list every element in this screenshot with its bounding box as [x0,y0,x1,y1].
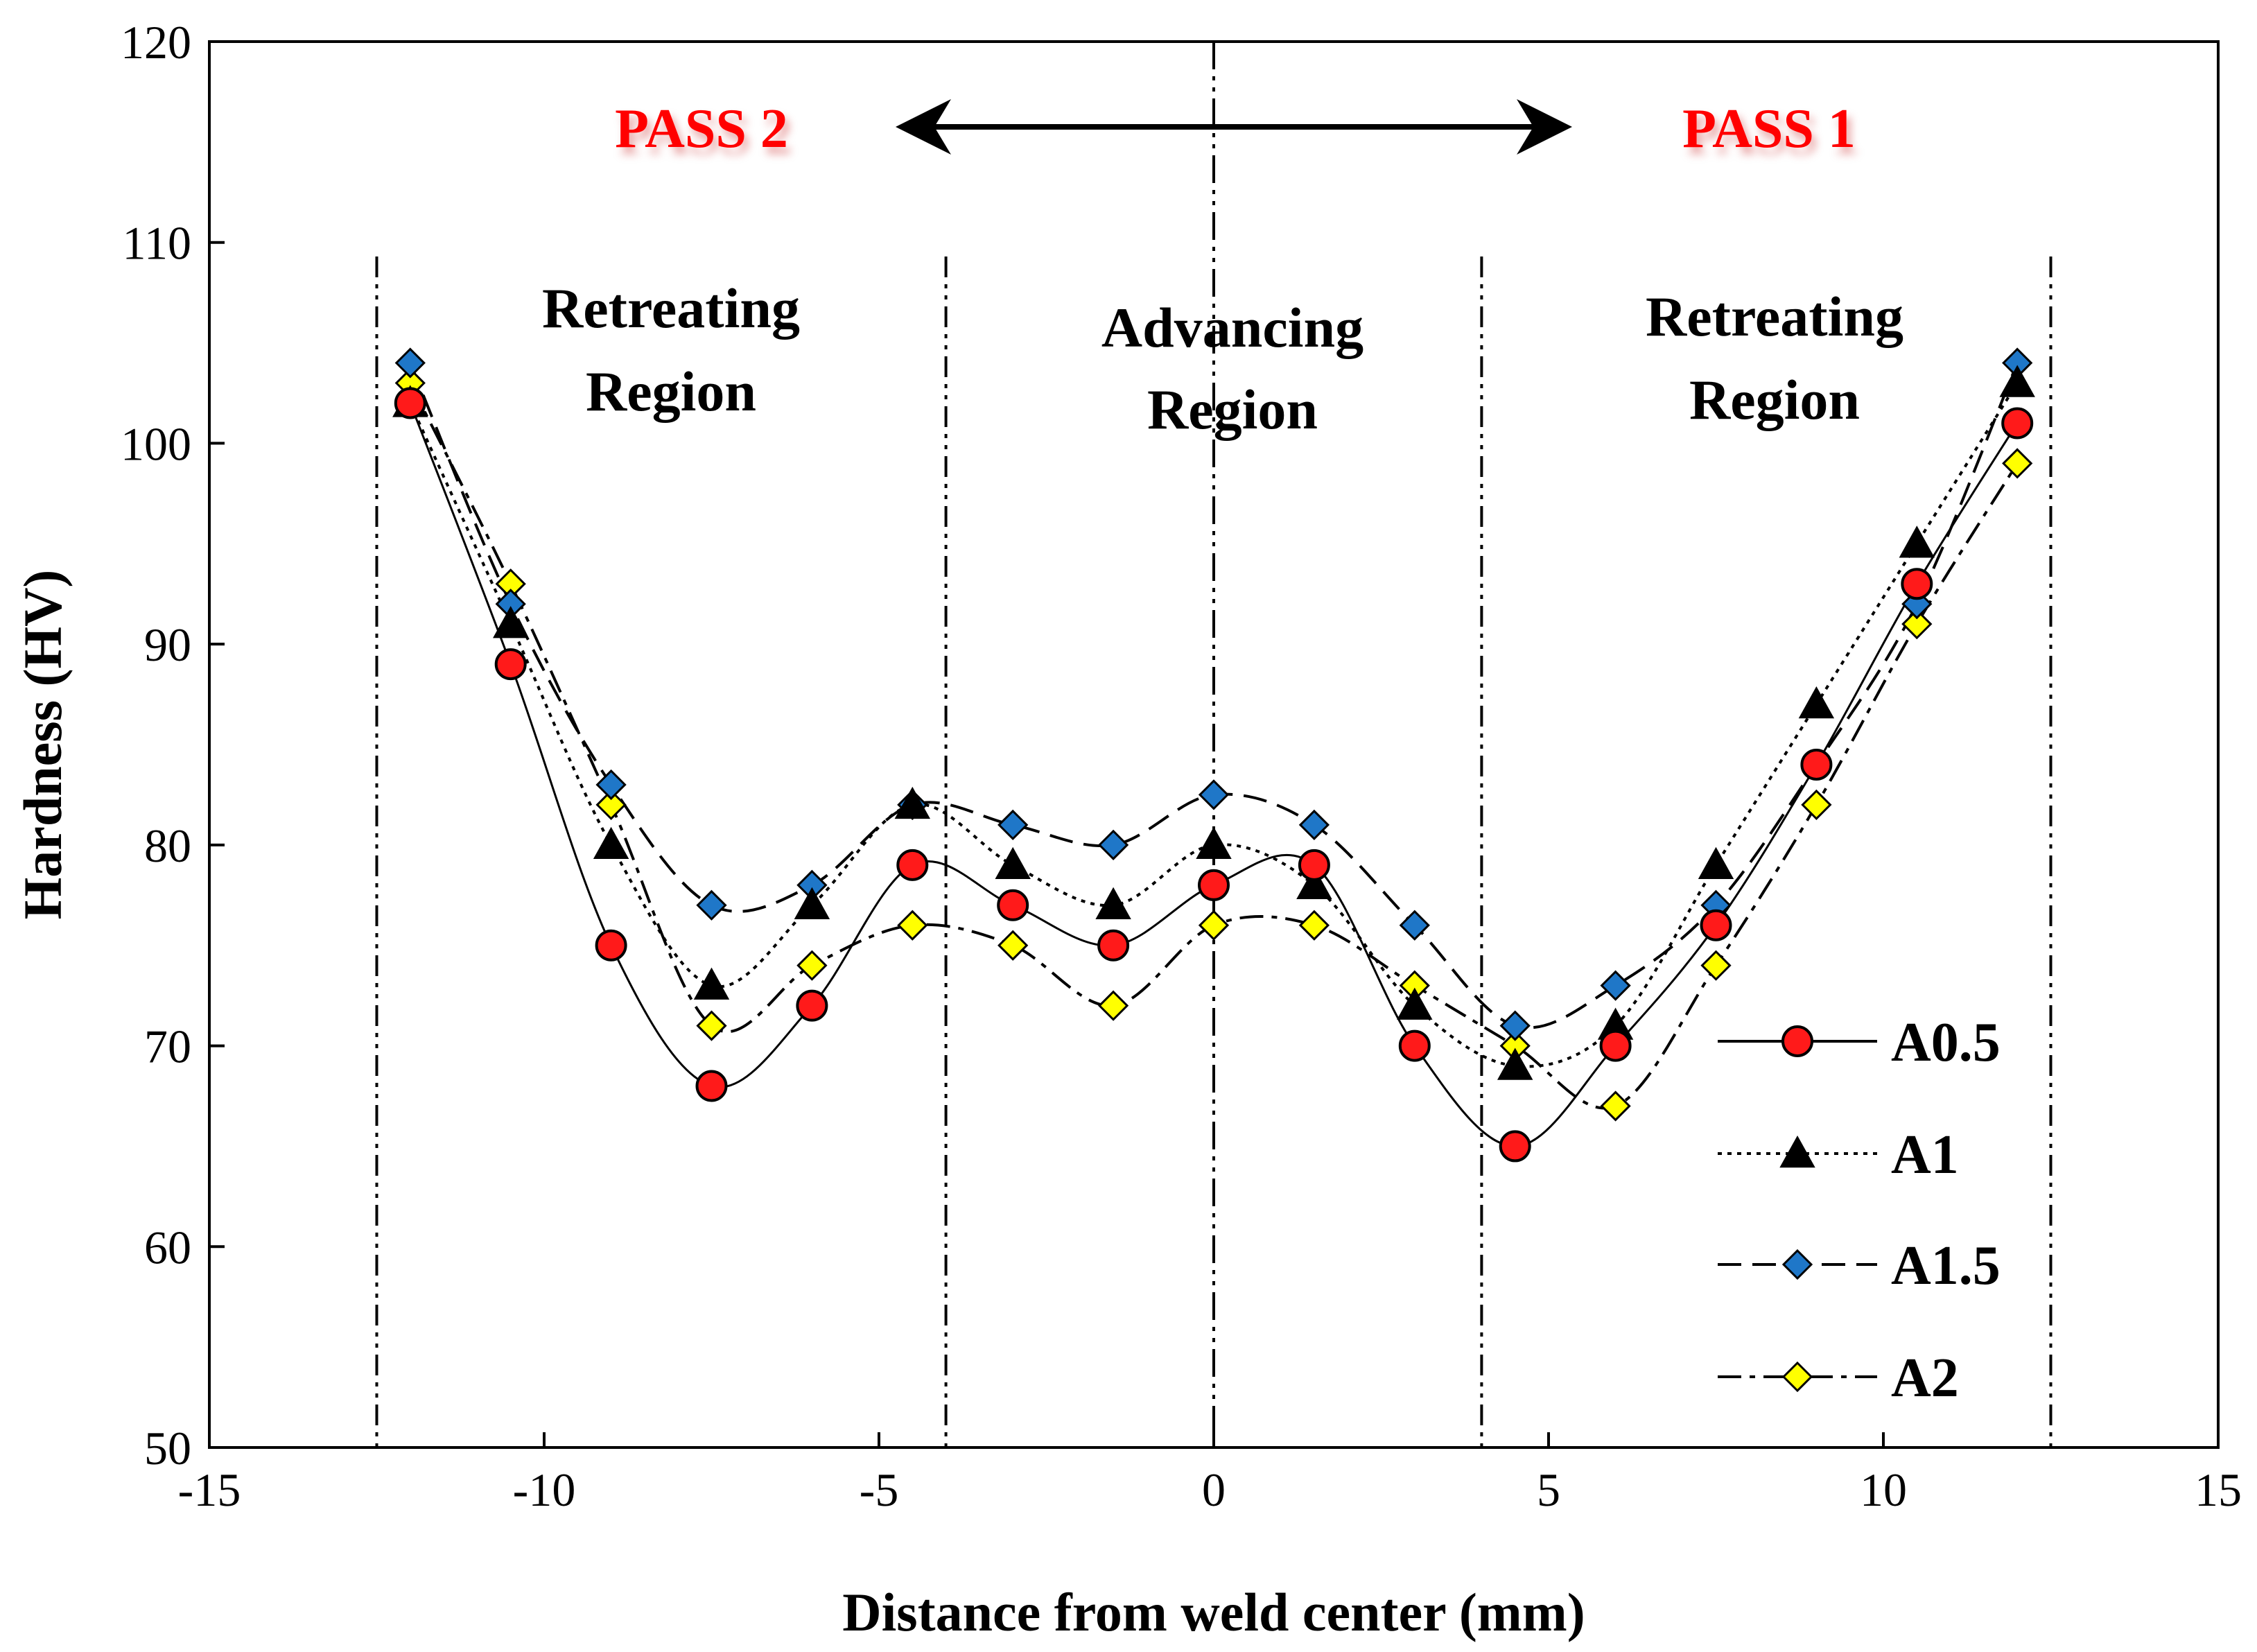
pass-1-label: PASS 1 [1682,98,1856,159]
data-point-A2 [696,1010,727,1041]
legend-marker-A2 [1781,1361,1813,1393]
region-right-line2: Region [1689,368,1860,431]
data-point-A1 [1296,867,1332,899]
legend-marker-A1.5 [1781,1249,1813,1280]
data-point-A1 [493,606,529,638]
data-point-A2 [796,950,828,981]
data-point-A1 [1397,987,1433,1020]
data-point-A1.5 [1198,779,1230,810]
y-axis-ticks: 50 60 70 80 90 100 110 120 [121,16,225,1475]
y-tick-label: 90 [144,618,191,671]
data-point-A1.5 [394,347,426,379]
data-point-A1 [894,786,930,819]
data-point-A0.5 [1901,568,1933,600]
data-point-A1.5 [997,809,1029,841]
data-point-A1 [1798,686,1835,719]
y-tick-label: 50 [144,1422,191,1475]
data-point-A1 [995,846,1031,880]
data-point-A1 [1698,846,1734,880]
data-point-A0.5 [1700,909,1732,941]
data-point-A0.5 [1398,1029,1431,1062]
data-point-A2 [595,789,627,821]
legend-marker-A1 [1779,1135,1815,1168]
y-tick-label: 60 [144,1221,191,1273]
data-point-A0.5 [1298,849,1330,881]
data-point-A1.5 [1399,910,1430,941]
series-markers [392,347,2035,1163]
data-point-A0.5 [1499,1130,1531,1163]
data-point-A2 [1198,910,1230,941]
legend: A0.5 A1 A1.5 A2 [1718,1012,2001,1409]
series-line-A1 [408,382,2019,1068]
data-point-A1 [1999,365,2035,397]
legend-marker-A0.5 [1781,1025,1813,1057]
data-point-A1.5 [595,769,627,801]
x-tick-label: -5 [860,1463,899,1516]
region-center-line2: Region [1147,378,1318,441]
data-point-A2 [997,930,1029,961]
x-tick-label: 0 [1202,1463,1226,1516]
data-point-A1.5 [1600,970,1631,1001]
x-axis-ticks: -15 -10 -5 0 5 10 15 [178,1432,2242,1516]
legend-label-A2: A2 [1891,1348,1959,1409]
legend-label-A1.5: A1.5 [1891,1235,2001,1296]
legend-label-A1: A1 [1891,1124,1959,1185]
data-point-A0.5 [997,889,1029,921]
region-left-line2: Region [586,360,756,423]
y-tick-label: 100 [121,417,191,470]
data-point-A0.5 [1599,1029,1632,1062]
data-point-A0.5 [796,989,828,1022]
data-point-A2 [1600,1090,1631,1122]
data-point-A0.5 [1198,869,1230,901]
data-point-A2 [1298,910,1330,941]
data-point-A0.5 [896,849,929,881]
x-tick-label: 10 [1860,1463,1907,1516]
data-point-A1.5 [1298,809,1330,841]
data-point-A0.5 [2001,407,2034,440]
region-center-line1: Advancing [1101,296,1363,359]
y-tick-label: 70 [144,1020,191,1073]
data-point-A2 [1700,950,1732,981]
data-point-A1.5 [696,889,727,921]
data-point-A1 [1095,887,1131,919]
data-point-A1.5 [1097,829,1129,860]
region-right-line1: Retreating [1646,285,1903,348]
x-tick-label: 5 [1537,1463,1560,1516]
region-left-line1: Retreating [542,277,800,340]
data-point-A1 [1497,1047,1533,1080]
data-point-A0.5 [494,648,527,681]
data-point-A2 [897,910,928,941]
data-point-A1 [794,887,830,919]
y-axis-title: Hardness (HV) [12,570,73,920]
data-point-A1 [593,826,629,860]
legend-label-A0.5: A0.5 [1891,1012,2001,1073]
data-point-A0.5 [695,1070,728,1102]
data-point-A1 [1899,525,1935,558]
data-point-A2 [2002,448,2033,479]
data-point-A0.5 [394,387,426,419]
data-point-A2 [1801,789,1832,821]
data-point-A1 [693,967,730,1000]
y-tick-label: 80 [144,819,191,872]
x-tick-label: -10 [513,1463,576,1516]
y-tick-label: 120 [121,16,191,69]
data-point-A2 [1097,990,1129,1021]
x-tick-label: -15 [178,1463,241,1516]
x-tick-label: 15 [2195,1463,2242,1516]
data-point-A2 [1901,609,1933,640]
y-tick-label: 110 [123,217,191,270]
data-point-A0.5 [595,929,627,962]
data-point-A0.5 [1800,748,1833,781]
data-point-A0.5 [1097,929,1130,962]
data-point-A1.5 [1499,1010,1531,1041]
region-boundary-lines [375,42,2053,1447]
x-axis-title: Distance from weld center (mm) [842,1582,1585,1642]
pass-2-label: PASS 2 [615,98,788,159]
data-point-A1 [1196,826,1232,860]
